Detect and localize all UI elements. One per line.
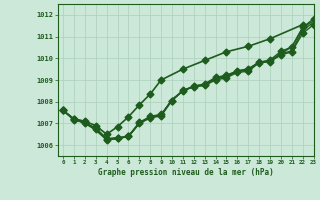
X-axis label: Graphe pression niveau de la mer (hPa): Graphe pression niveau de la mer (hPa) — [98, 168, 274, 177]
